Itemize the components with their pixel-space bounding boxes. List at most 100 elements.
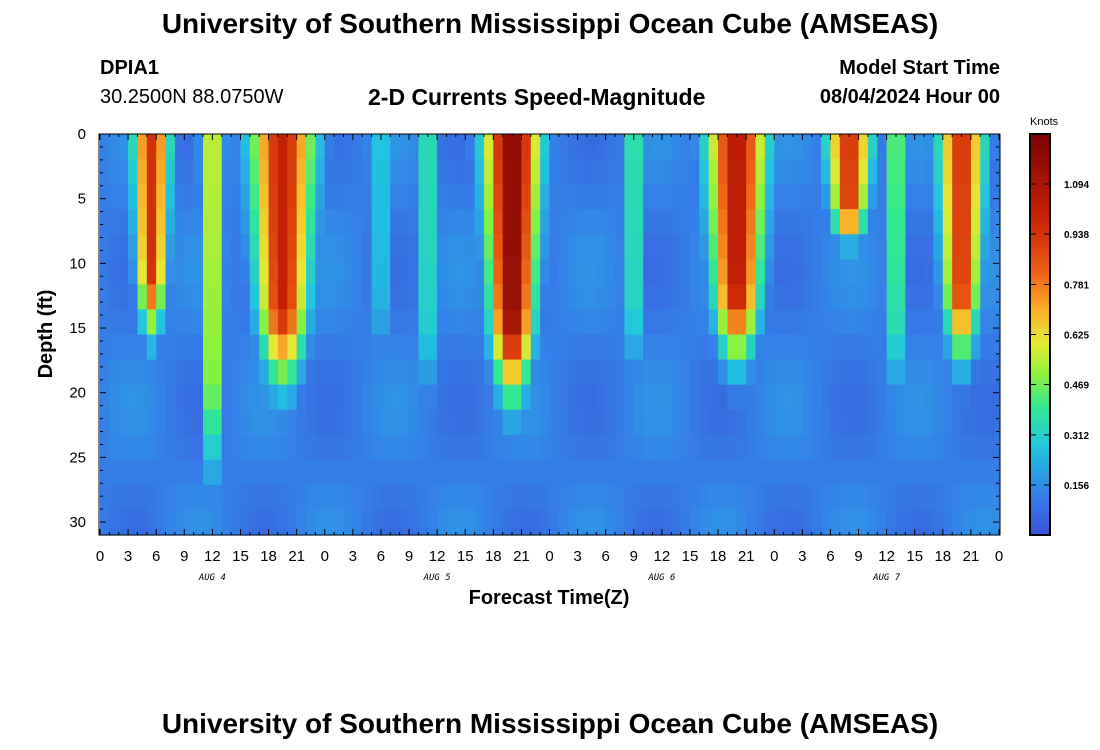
- heatmap-cell: [324, 209, 335, 235]
- heatmap-cell: [249, 459, 260, 486]
- heatmap-cell: [146, 284, 157, 311]
- heatmap-cell: [895, 159, 906, 185]
- heatmap-cell: [783, 384, 794, 411]
- heatmap-cell: [577, 184, 588, 210]
- heatmap-cell: [184, 509, 195, 536]
- heatmap-cell: [184, 134, 195, 160]
- heatmap-cell: [615, 159, 626, 185]
- heatmap-cell: [390, 484, 401, 511]
- heatmap-cell: [830, 434, 841, 461]
- heatmap-cell: [596, 484, 607, 511]
- heatmap-cell: [643, 434, 654, 461]
- heatmap-cell: [736, 359, 747, 386]
- heatmap-cell: [792, 434, 803, 461]
- heatmap-cell: [624, 309, 635, 336]
- heatmap-cell: [933, 184, 944, 210]
- heatmap-cell: [268, 184, 279, 210]
- heatmap-cell: [624, 434, 635, 461]
- heatmap-cell: [736, 309, 747, 336]
- x-tick-label: 12: [654, 548, 671, 565]
- heatmap-cell: [624, 459, 635, 486]
- heatmap-cell: [118, 484, 129, 511]
- x-tick-label: 3: [124, 548, 132, 565]
- heatmap-cell: [727, 459, 738, 486]
- heatmap-cell: [502, 284, 513, 311]
- heatmap-cell: [586, 309, 597, 336]
- heatmap-cell: [886, 284, 897, 311]
- heatmap-cell: [942, 359, 953, 386]
- heatmap-cell: [231, 484, 242, 511]
- heatmap-cell: [689, 284, 700, 311]
- heatmap-cell: [156, 509, 167, 536]
- heatmap-cell: [718, 209, 729, 235]
- heatmap-cell: [174, 459, 185, 486]
- heatmap-cell: [895, 309, 906, 336]
- heatmap-cell: [362, 209, 373, 235]
- heatmap-cell: [624, 359, 635, 386]
- heatmap-cell: [633, 459, 644, 486]
- heatmap-cell: [961, 409, 972, 436]
- heatmap-cell: [549, 484, 560, 511]
- heatmap-cell: [446, 234, 457, 260]
- heatmap-cell: [259, 184, 270, 210]
- heatmap-cell: [586, 134, 597, 160]
- heatmap-cell: [783, 309, 794, 336]
- heatmap-cell: [774, 384, 785, 411]
- heatmap-cell: [203, 184, 213, 210]
- heatmap-cell: [352, 259, 363, 285]
- heatmap-cell: [689, 459, 700, 486]
- heatmap-cell: [661, 234, 672, 260]
- heatmap-cell: [708, 234, 719, 260]
- heatmap-cell: [287, 134, 298, 160]
- heatmap-cell: [924, 484, 935, 511]
- heatmap-cell: [736, 384, 747, 411]
- heatmap-cell: [671, 384, 682, 411]
- heatmap-cell: [483, 259, 494, 285]
- heatmap-cell: [418, 209, 429, 235]
- heatmap-cell: [231, 409, 242, 436]
- heatmap-cell: [886, 259, 897, 285]
- heatmap-cell: [221, 334, 232, 361]
- heatmap-cell: [268, 334, 279, 361]
- heatmap-cell: [727, 334, 738, 361]
- heatmap-cell: [343, 134, 354, 160]
- heatmap-cell: [446, 159, 457, 185]
- heatmap-cell: [221, 134, 232, 160]
- heatmap-cell: [146, 309, 157, 336]
- heatmap-cell: [493, 359, 504, 386]
- heatmap-cell: [418, 359, 429, 386]
- heatmap-cell: [418, 184, 429, 210]
- heatmap-cell: [877, 434, 888, 461]
- heatmap-cell: [512, 409, 522, 436]
- heatmap-cell: [296, 159, 307, 185]
- heatmap-cell: [334, 434, 345, 461]
- heatmap-cell: [465, 509, 476, 536]
- heatmap-cell: [792, 334, 803, 361]
- heatmap-cell: [334, 134, 345, 160]
- heatmap-cell: [352, 159, 363, 185]
- heatmap-cell: [764, 459, 775, 486]
- heatmap-cell: [849, 159, 860, 185]
- heatmap-cell: [661, 509, 672, 536]
- heatmap-cell: [886, 184, 897, 210]
- heatmap-cell: [240, 184, 251, 210]
- heatmap-cell: [165, 409, 176, 436]
- heatmap-cell: [699, 384, 710, 411]
- heatmap-cell: [558, 159, 569, 185]
- heatmap-cell: [952, 409, 963, 436]
- heatmap-cell: [830, 484, 841, 511]
- heatmap-cell: [437, 409, 448, 436]
- heatmap-cell: [483, 459, 494, 486]
- heatmap-cell: [409, 459, 419, 486]
- heatmap-cell: [586, 434, 597, 461]
- heatmap-cell: [783, 334, 794, 361]
- heatmap-cell: [933, 459, 944, 486]
- heatmap-cell: [380, 259, 391, 285]
- heatmap-cell: [184, 309, 195, 336]
- heatmap-cell: [699, 409, 710, 436]
- heatmap-cell: [390, 209, 401, 235]
- heatmap-cell: [839, 159, 850, 185]
- heatmap-cell: [184, 459, 195, 486]
- heatmap-cell: [174, 359, 185, 386]
- heatmap-cell: [549, 334, 560, 361]
